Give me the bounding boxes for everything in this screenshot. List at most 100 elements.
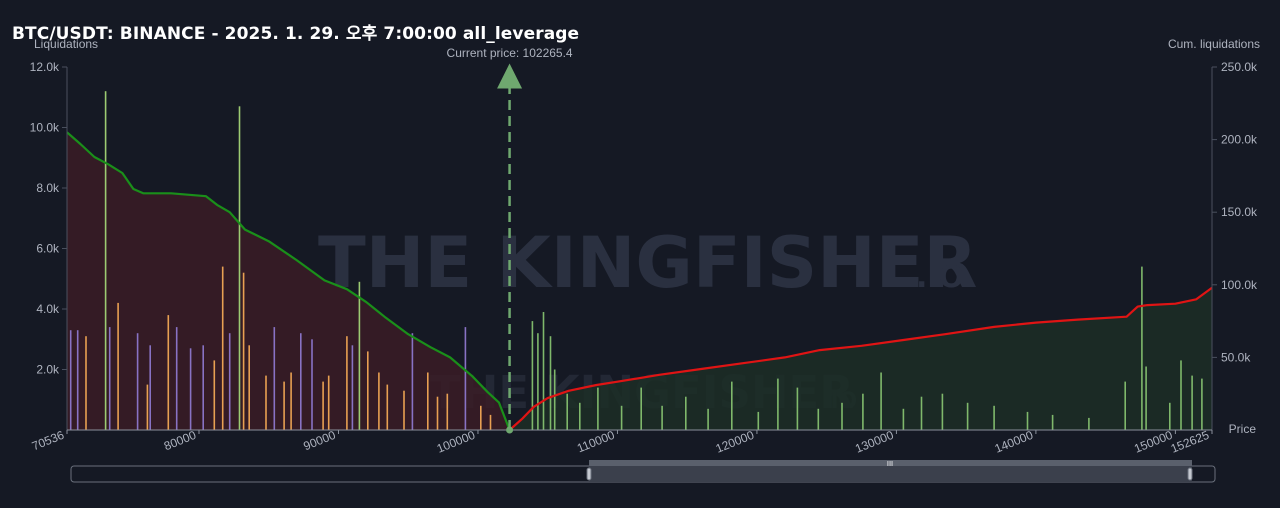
current-price-marker: Current price: 102265.4: [447, 46, 573, 434]
liquidation-bar: [149, 345, 151, 430]
y-left-axis-title: Liquidations: [34, 37, 98, 51]
liquidation-bar: [661, 405, 663, 430]
range-slider-right-handle[interactable]: [1187, 467, 1193, 481]
svg-text:.IO: .IO: [916, 260, 964, 295]
liquidation-bar: [542, 312, 545, 430]
range-slider-selection[interactable]: [589, 466, 1192, 482]
chart-title: BTC/USDT: BINANCE - 2025. 1. 29. 오후 7:00…: [12, 24, 580, 44]
liquidation-bar: [685, 396, 687, 430]
liquidation-bar: [146, 384, 149, 430]
svg-text:THE KINGFISHER: THE KINGFISHER: [318, 222, 977, 304]
liquidation-bar: [966, 402, 969, 430]
x-ticks: 70536 80000 90000 100000 110000 120000 130000 1…: [30, 428, 1213, 456]
liquidation-bar: [327, 375, 330, 430]
liquidation-bar: [480, 405, 482, 430]
liquidation-bar: [411, 333, 414, 430]
liquidation-bar: [1145, 366, 1147, 430]
liquidation-bar: [351, 345, 354, 430]
liquidation-bar: [862, 393, 864, 430]
liquidation-bar: [489, 414, 492, 430]
liquidation-bar: [531, 321, 534, 430]
x-tick-label: 70536: [30, 428, 66, 454]
liquidation-bar: [378, 372, 380, 430]
long-cum-line: [508, 286, 1213, 431]
liquidation-bar: [993, 405, 995, 430]
liquidation-bar: [136, 333, 139, 430]
y-right-tick-label: 100.0k: [1221, 278, 1258, 292]
liquidation-bar: [1141, 266, 1143, 430]
liquidation-bar: [427, 372, 429, 430]
liquidation-bar: [273, 327, 276, 430]
liquidation-bar: [265, 375, 267, 430]
liquidation-bar: [69, 330, 72, 430]
liquidation-bar: [620, 405, 623, 430]
short-cum-area: [67, 132, 510, 431]
liquidation-bar: [248, 345, 250, 430]
liquidation-bar: [167, 315, 170, 430]
y-left-ticks: 2.0k 4.0k 6.0k 8.0k 10.0k 12.0k: [30, 60, 67, 377]
liquidation-bar: [640, 387, 642, 430]
current-price-dot: [506, 426, 514, 434]
liquidation-bar: [386, 384, 389, 430]
watermark-large: THE KINGFISHER .IO: [318, 222, 977, 304]
liquidation-bar: [941, 393, 944, 430]
liquidation-bar: [464, 327, 467, 430]
liquidation-bar: [757, 411, 760, 430]
liquidation-bar: [1051, 414, 1054, 430]
range-slider-left-handle[interactable]: [586, 467, 592, 481]
y-left-tick-label: 4.0k: [36, 302, 60, 316]
liquidation-bar: [549, 336, 552, 430]
x-tick-label: 110000: [575, 428, 617, 456]
liquidation-bar: [446, 393, 449, 430]
range-slider[interactable]: III: [70, 460, 1216, 483]
y-left-tick-label: 12.0k: [30, 60, 60, 74]
y-right-ticks: 50.0k 100.0k 150.0k 200.0k 250.0k: [1212, 60, 1258, 364]
liquidation-bar: [597, 387, 599, 430]
liquidation-bar: [85, 336, 87, 430]
liquidation-bar: [841, 402, 843, 430]
liquidation-bar: [221, 266, 224, 430]
liquidation-bar: [358, 281, 361, 430]
cumulative-lines: [66, 131, 1213, 431]
liquidation-bar: [817, 408, 820, 430]
liquidation-bar: [290, 372, 292, 430]
liquidation-bars: [69, 91, 1203, 431]
y-right-tick-label: 150.0k: [1221, 205, 1258, 219]
liquidation-bar: [436, 396, 439, 430]
current-price-label: Current price: 102265.4: [447, 46, 573, 60]
liquidation-bar: [403, 390, 405, 430]
x-tick-label: 150000: [1132, 428, 1175, 456]
liquidation-bar: [311, 339, 313, 431]
range-slider-grip[interactable]: III: [887, 460, 893, 468]
liquidation-bar: [213, 360, 216, 430]
y-left-tick-label: 8.0k: [36, 181, 60, 195]
liquidation-bar: [777, 378, 779, 430]
short-cum-line: [66, 131, 511, 431]
liquidation-bar: [1088, 417, 1090, 430]
liquidation-bar: [1026, 411, 1029, 430]
liquidation-bar: [537, 333, 539, 430]
x-tick-label: 90000: [301, 428, 337, 454]
liquidation-bar: [189, 348, 192, 430]
x-tick-label: 140000: [993, 428, 1036, 456]
x-tick-label: 100000: [435, 428, 478, 456]
liquidation-bar: [76, 330, 79, 430]
y-left-tick-label: 6.0k: [36, 242, 60, 256]
liquidation-bar: [1124, 381, 1126, 430]
x-tick-label: 130000: [853, 428, 896, 456]
x-axis-title: Price: [1229, 422, 1257, 436]
long-cum-area: [509, 287, 1213, 430]
liquidation-bar: [228, 333, 231, 430]
liquidation-bar: [707, 408, 709, 430]
liquidation-bar: [902, 408, 905, 430]
range-slider-drag-bar[interactable]: [589, 460, 1192, 466]
liquidation-bar: [579, 402, 581, 430]
y-right-tick-label: 200.0k: [1221, 133, 1258, 147]
y-right-tick-label: 50.0k: [1221, 350, 1251, 364]
x-tick-label: 80000: [162, 428, 198, 454]
y-right-tick-label: 250.0k: [1221, 60, 1258, 74]
liquidation-bar: [104, 91, 107, 430]
liquidation-bar: [117, 302, 119, 430]
y-left-tick-label: 2.0k: [36, 363, 60, 377]
